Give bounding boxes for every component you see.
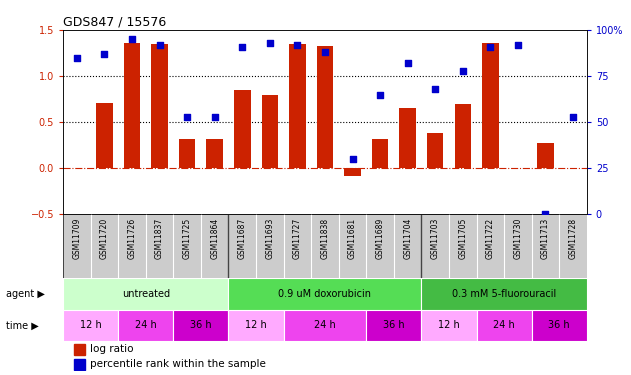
Text: GSM11709: GSM11709: [73, 217, 81, 259]
Bar: [422, 310, 476, 341]
Text: GDS847 / 15576: GDS847 / 15576: [63, 16, 167, 29]
Text: 12 h: 12 h: [245, 320, 267, 330]
Point: [72, 55, 82, 61]
Text: GSM11726: GSM11726: [127, 217, 136, 259]
Bar: [74, 344, 85, 355]
Bar: [228, 278, 422, 310]
Bar: [96, 103, 113, 168]
Text: 36 h: 36 h: [383, 320, 404, 330]
Bar: [63, 278, 228, 310]
Bar: [532, 310, 587, 341]
Point: [100, 51, 110, 57]
Text: percentile rank within the sample: percentile rank within the sample: [90, 359, 266, 369]
Bar: [283, 310, 367, 341]
Text: 0.9 uM doxorubicin: 0.9 uM doxorubicin: [278, 289, 372, 299]
Point: [292, 42, 302, 48]
Text: GSM11713: GSM11713: [541, 217, 550, 259]
Text: GSM11693: GSM11693: [266, 217, 274, 259]
Bar: [317, 46, 333, 168]
Text: log ratio: log ratio: [90, 344, 134, 354]
Bar: [179, 139, 196, 168]
Point: [127, 36, 137, 42]
Text: 36 h: 36 h: [190, 320, 212, 330]
Bar: [234, 90, 251, 168]
Text: 36 h: 36 h: [548, 320, 570, 330]
Point: [375, 92, 385, 98]
Text: 24 h: 24 h: [314, 320, 336, 330]
Text: 24 h: 24 h: [135, 320, 156, 330]
Bar: [367, 310, 422, 341]
Text: GSM11720: GSM11720: [100, 217, 109, 259]
Bar: [454, 104, 471, 168]
Point: [513, 42, 523, 48]
Bar: [63, 310, 118, 341]
Bar: [537, 144, 554, 168]
Bar: [118, 310, 174, 341]
Text: GSM11728: GSM11728: [569, 217, 577, 259]
Bar: [124, 43, 140, 168]
Point: [320, 49, 330, 55]
Bar: [228, 310, 283, 341]
Bar: [74, 359, 85, 370]
Text: GSM11838: GSM11838: [321, 217, 329, 259]
Bar: [482, 43, 498, 168]
Text: GSM11681: GSM11681: [348, 217, 357, 259]
Bar: [372, 139, 388, 168]
Point: [265, 40, 275, 46]
Point: [155, 42, 165, 48]
Text: GSM11722: GSM11722: [486, 217, 495, 259]
Point: [485, 44, 495, 50]
Point: [403, 60, 413, 66]
Bar: [289, 44, 305, 168]
Bar: [427, 133, 444, 168]
Point: [430, 86, 440, 92]
Text: 24 h: 24 h: [493, 320, 515, 330]
Text: GSM11837: GSM11837: [155, 217, 164, 259]
Text: GSM11727: GSM11727: [293, 217, 302, 259]
Text: GSM11689: GSM11689: [375, 217, 384, 259]
Text: GSM11687: GSM11687: [238, 217, 247, 259]
Point: [209, 114, 220, 120]
Text: GSM11705: GSM11705: [458, 217, 468, 259]
Point: [348, 156, 358, 162]
Text: 12 h: 12 h: [80, 320, 102, 330]
Text: GSM11703: GSM11703: [431, 217, 440, 259]
Text: agent ▶: agent ▶: [6, 289, 45, 299]
Bar: [422, 278, 587, 310]
Point: [568, 114, 578, 120]
Bar: [63, 214, 587, 278]
Point: [457, 68, 468, 74]
Bar: [262, 96, 278, 168]
Text: GSM11725: GSM11725: [182, 217, 192, 259]
Bar: [345, 168, 361, 176]
Text: time ▶: time ▶: [6, 320, 39, 330]
Point: [237, 44, 247, 50]
Text: GSM11704: GSM11704: [403, 217, 412, 259]
Point: [182, 114, 192, 120]
Bar: [206, 139, 223, 168]
Text: GSM11864: GSM11864: [210, 217, 219, 259]
Bar: [399, 108, 416, 168]
Bar: [174, 310, 228, 341]
Bar: [151, 44, 168, 168]
Bar: [476, 310, 532, 341]
Point: [540, 211, 550, 217]
Text: 0.3 mM 5-fluorouracil: 0.3 mM 5-fluorouracil: [452, 289, 557, 299]
Text: untreated: untreated: [122, 289, 170, 299]
Text: 12 h: 12 h: [438, 320, 460, 330]
Text: GSM11730: GSM11730: [514, 217, 522, 259]
